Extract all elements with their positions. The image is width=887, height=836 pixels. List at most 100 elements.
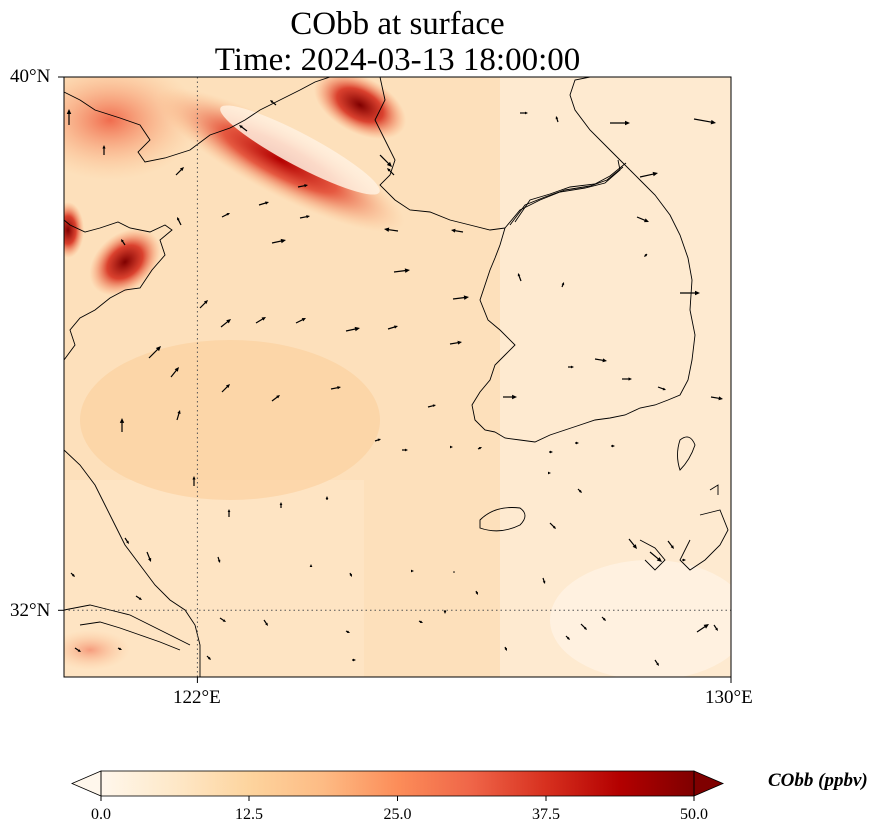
wind-arrow [299,215,310,219]
wind-arrow [568,365,574,369]
wind-arrow [594,358,607,363]
wind-arrow [345,326,360,332]
wind-arrow [667,540,674,549]
wind-arrow [239,125,248,132]
axis-ticks [58,76,732,683]
wind-arrow [271,395,280,402]
y-tick-label: 32°N [10,600,51,621]
wind-arrow [175,167,184,176]
wind-arrow [119,418,125,432]
wind-arrow [555,116,559,123]
wind-arrow [325,496,329,500]
colorbar-tick-label: 12.5 [235,806,263,823]
wind-arrow [622,377,632,381]
wind-arrow [121,239,126,246]
wind-arrow [504,646,507,651]
wind-arrow [206,655,211,660]
wind-arrow [199,300,208,309]
gridlines [64,77,731,677]
wind-arrow [297,184,308,188]
wind-arrow [219,617,226,622]
x-tick-label: 130°E [705,687,753,708]
wind-arrow [393,268,410,273]
wind-arrow [610,120,630,126]
wind-arrow [561,282,565,288]
map-time: Time: 2024-03-13 18:00:00 [214,42,581,78]
wind-arrow [565,635,570,640]
wind-arrow [639,171,658,178]
wind-arrow [453,571,455,573]
wind-arrow [352,658,356,662]
colorbar-tick-label: 0.0 [91,806,111,823]
wind-arrow [443,610,447,614]
wind-arrow [549,450,553,454]
wind-arrow [549,522,556,529]
wind-arrow [601,616,606,621]
wind-arrow [402,448,408,452]
wind-arrow [654,659,659,666]
wind-arrow [418,620,423,623]
colorbar-tick-label: 25.0 [383,806,412,823]
wind-arrow [503,394,517,400]
wind-arrow [451,228,464,233]
wind-arrow [450,445,453,449]
wind-arrow [649,551,662,562]
wind-arrow [577,488,582,493]
wind-arrow [693,118,716,125]
wind-arrow [477,447,482,450]
map-frame [63,76,732,678]
wind-arrow [345,630,350,633]
wind-arrow [217,556,221,563]
wind-arrow [452,295,469,300]
wind-arrow [379,154,392,167]
wind-arrow [176,410,181,421]
wind-arrow [427,404,436,408]
wind-arrow [330,386,341,390]
wind-arrow [221,213,230,218]
wind-arrow [148,346,161,359]
wind-arrow [220,319,231,328]
wind-arrow [295,318,306,324]
wind-arrow [636,216,649,223]
wind-arrow [411,569,414,573]
wind-arrow [271,238,286,244]
wind-arrow [221,384,230,393]
wind-arrow [74,647,81,652]
wind-arrow [680,290,700,296]
wind-arrow [279,502,283,508]
wind-arrow [644,253,648,257]
wind-arrow [124,537,129,544]
wind-arrow [710,396,723,401]
wind-arrow [135,595,142,600]
wind-arrow [713,624,718,631]
wind-arrow [575,441,579,445]
wind-arrow [117,647,122,650]
wind-arrow [628,538,637,549]
wind-arrow [309,564,313,567]
wind-arrow [682,558,686,562]
wind-arrow [227,509,231,517]
wind-arrow [548,471,551,475]
wind-arrow [66,109,72,125]
wind-arrow [657,386,666,391]
colorbar-label: CObb (ppbv) [768,770,868,791]
wind-arrow [449,340,462,345]
wind-vectors [66,100,723,666]
y-tick-label: 40°N [10,66,51,87]
coastlines [64,77,729,677]
wind-arrow [542,577,546,584]
wind-arrow [374,438,381,442]
wind-arrow [387,325,398,330]
wind-arrow [611,444,615,448]
colorbar-tick-label: 50.0 [680,806,708,823]
wind-arrow [192,476,196,486]
wind-arrow [170,367,179,378]
wind-arrow [258,201,269,206]
colorbar-tick-label: 37.5 [532,806,560,823]
wind-arrow [177,217,182,226]
colorbar [70,770,725,801]
wind-arrow [255,317,266,324]
wind-arrow [517,273,522,282]
wind-arrow [580,623,587,630]
